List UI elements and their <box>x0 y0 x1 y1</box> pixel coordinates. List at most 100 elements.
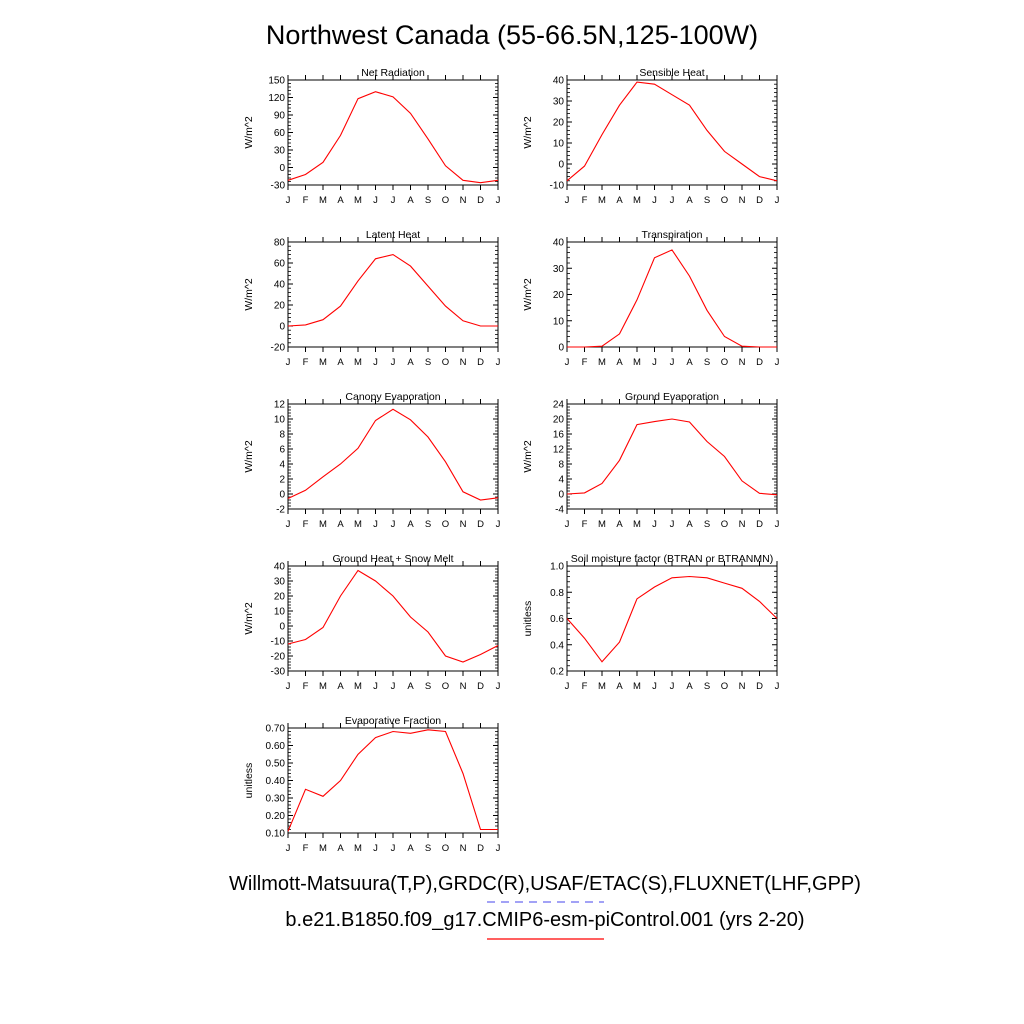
x-tick-label: S <box>425 519 431 530</box>
panel-title: Ground Evaporation <box>625 391 719 403</box>
x-tick-label: F <box>582 519 588 530</box>
panel-title: Sensible Heat <box>639 67 704 79</box>
x-tick-label: S <box>704 519 710 530</box>
x-tick-label: A <box>407 519 414 530</box>
x-tick-label: S <box>704 357 710 368</box>
x-tick-label: N <box>739 681 746 692</box>
x-tick-label: N <box>460 681 467 692</box>
y-tick-label: -10 <box>550 181 565 192</box>
y-tick-label: 0 <box>558 343 564 354</box>
y-tick-label: 0.40 <box>266 776 286 787</box>
x-tick-label: J <box>286 357 291 368</box>
x-tick-label: M <box>354 681 362 692</box>
y-tick-label: 0.8 <box>550 588 564 599</box>
y-tick-label: 0.30 <box>266 794 286 805</box>
y-tick-label: 60 <box>274 128 286 139</box>
series-line <box>566 418 778 496</box>
x-tick-label: F <box>303 195 309 206</box>
x-tick-label: J <box>565 357 570 368</box>
y-tick-label: 0 <box>558 490 564 501</box>
x-tick-label: J <box>286 843 291 854</box>
x-tick-label: S <box>704 681 710 692</box>
x-tick-label: A <box>616 195 623 206</box>
y-tick-label: 40 <box>274 562 286 573</box>
y-tick-label: 0.50 <box>266 759 286 770</box>
x-tick-label: A <box>407 195 414 206</box>
x-tick-label: J <box>565 519 570 530</box>
y-tick-label: 8 <box>279 430 285 441</box>
x-tick-label: J <box>652 681 657 692</box>
x-tick-label: D <box>756 195 763 206</box>
x-tick-label: J <box>775 681 780 692</box>
y-tick-label: 8 <box>558 460 564 471</box>
series-line <box>287 91 499 184</box>
legend-model-label: b.e21.B1850.f09_g17.CMIP6-esm-piControl.… <box>285 909 804 931</box>
x-tick-label: A <box>337 519 344 530</box>
x-tick-label: M <box>633 681 641 692</box>
x-tick-label: A <box>407 843 414 854</box>
series-line <box>287 254 498 327</box>
x-tick-label: D <box>477 357 484 368</box>
x-tick-label: A <box>686 681 693 692</box>
x-tick-label: J <box>775 519 780 530</box>
series-line <box>566 575 778 663</box>
x-tick-label: J <box>496 357 501 368</box>
x-tick-label: O <box>442 843 449 854</box>
x-tick-label: N <box>739 195 746 206</box>
y-tick-label: -4 <box>555 505 564 516</box>
chart-panel: Soil moisture factor (BTRAN or BTRANMN) u… <box>522 553 780 692</box>
x-tick-label: J <box>565 195 570 206</box>
x-tick-label: J <box>496 681 501 692</box>
x-tick-label: J <box>391 843 396 854</box>
y-tick-label: 0.20 <box>266 811 286 822</box>
plot-frame <box>566 79 778 186</box>
chart-panel: Ground Heat + Snow Melt W/m^2 -30 -20 -10 0 10… <box>243 553 501 692</box>
x-tick-label: N <box>460 519 467 530</box>
y-tick-label: 40 <box>553 238 565 249</box>
x-tick-label: S <box>425 195 431 206</box>
y-axis-label: unitless <box>243 763 255 799</box>
y-tick-label: 4 <box>558 475 564 486</box>
y-tick-label: 24 <box>553 400 565 411</box>
chart-panel: Evaporative Fraction unitless 0.10 0.20 0.30… <box>243 715 501 854</box>
x-tick-label: J <box>373 843 378 854</box>
x-tick-label: A <box>337 357 344 368</box>
x-tick-label: J <box>775 357 780 368</box>
y-tick-label: 90 <box>274 111 286 122</box>
x-tick-label: S <box>425 843 431 854</box>
x-tick-label: A <box>686 195 693 206</box>
x-tick-label: M <box>319 519 327 530</box>
x-tick-label: O <box>721 681 728 692</box>
x-tick-label: J <box>391 519 396 530</box>
y-tick-label: 20 <box>274 301 286 312</box>
x-tick-label: J <box>391 195 396 206</box>
x-tick-label: J <box>652 195 657 206</box>
y-tick-label: -30 <box>271 667 286 678</box>
y-tick-label: 0 <box>279 163 285 174</box>
series-line <box>287 569 499 663</box>
x-tick-label: D <box>477 519 484 530</box>
y-tick-label: -30 <box>271 181 286 192</box>
x-tick-label: J <box>286 519 291 530</box>
x-tick-label: J <box>670 519 675 530</box>
legend-obs-label: Willmott-Matsuura(T,P),GRDC(R),USAF/ETAC… <box>229 873 861 895</box>
x-tick-label: O <box>721 195 728 206</box>
y-axis-label: W/m^2 <box>522 116 534 149</box>
plot-frame <box>287 565 499 672</box>
x-tick-label: F <box>582 681 588 692</box>
y-tick-label: 4 <box>279 460 285 471</box>
x-tick-label: S <box>425 681 431 692</box>
x-tick-label: M <box>598 519 606 530</box>
x-tick-label: M <box>319 357 327 368</box>
panel-title: Soil moisture factor (BTRAN or BTRANMN) <box>571 553 773 565</box>
x-tick-label: O <box>721 357 728 368</box>
y-tick-label: 150 <box>268 76 285 87</box>
x-tick-label: A <box>337 843 344 854</box>
y-tick-label: 0.70 <box>266 724 286 735</box>
x-tick-label: J <box>373 519 378 530</box>
x-tick-label: O <box>721 519 728 530</box>
x-tick-label: A <box>686 357 693 368</box>
y-tick-label: 30 <box>553 97 565 108</box>
y-axis-label: W/m^2 <box>243 602 255 635</box>
